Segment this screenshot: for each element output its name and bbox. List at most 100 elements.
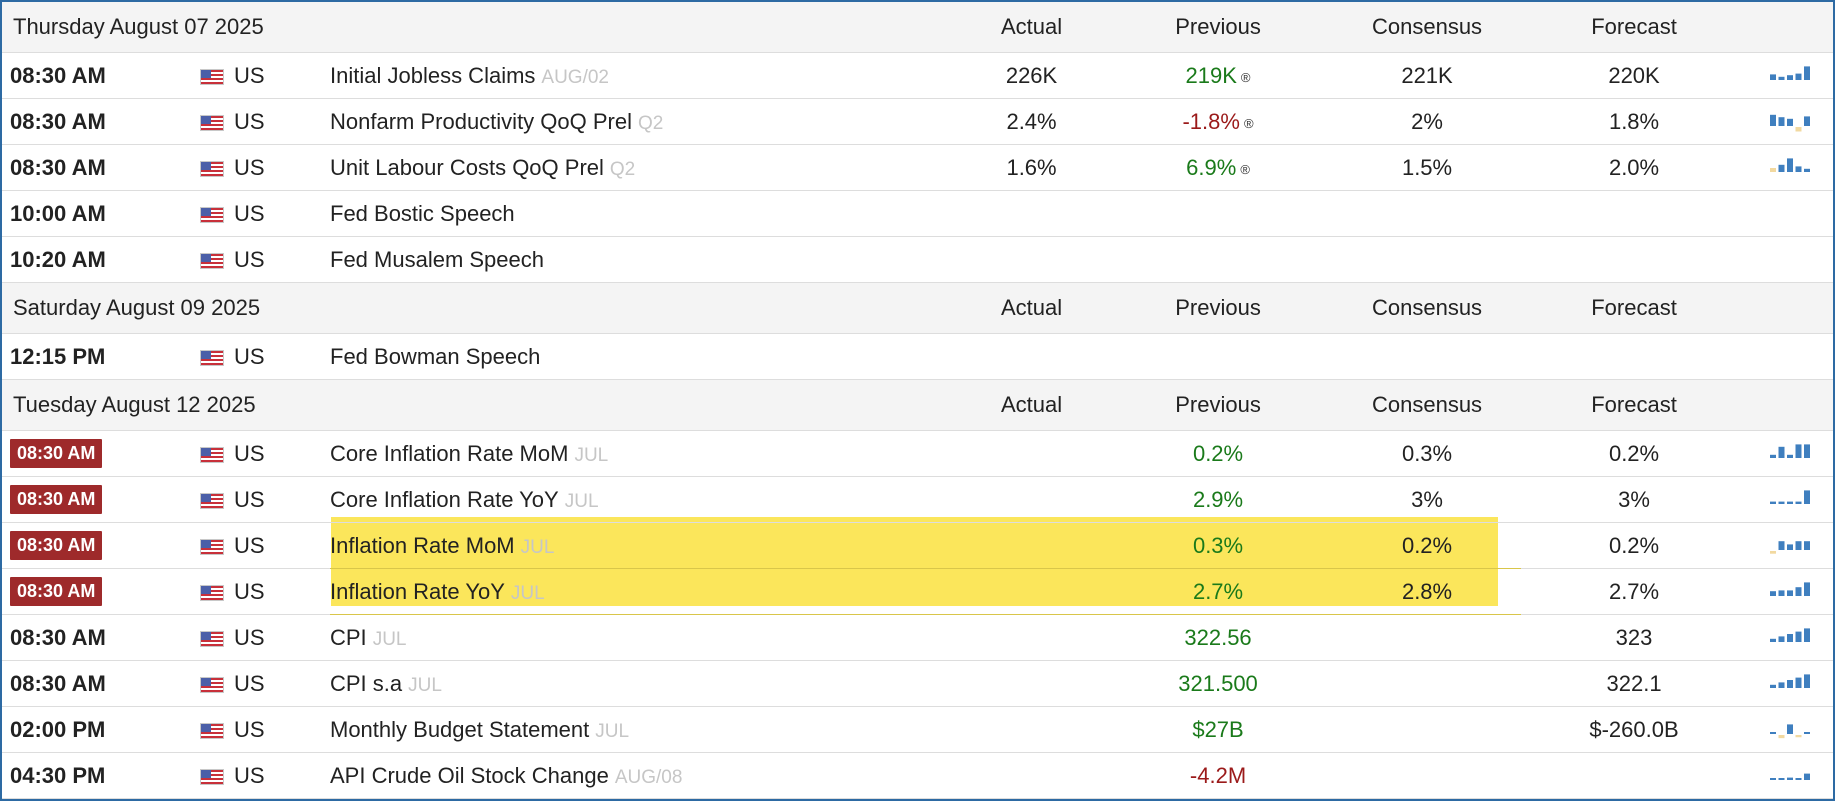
event-name-link[interactable]: API Crude Oil Stock Change	[330, 762, 609, 788]
event-name-link[interactable]: Nonfarm Productivity QoQ Prel	[330, 108, 632, 134]
sparkline-cell[interactable]	[1747, 614, 1833, 661]
event-row[interactable]: 10:00 AM US Fed Bostic Speech	[2, 190, 1833, 237]
sparkline-cell[interactable]	[1747, 568, 1833, 615]
sparkline-bar	[1770, 638, 1777, 643]
event-name-cell[interactable]: CPI s.a JUL	[330, 660, 961, 707]
sparkline-cell[interactable]	[1747, 706, 1833, 753]
country-code: US	[234, 440, 265, 466]
event-name-link[interactable]: Unit Labour Costs QoQ Prel	[330, 154, 604, 180]
event-name-link[interactable]: Core Inflation Rate MoM	[330, 440, 569, 466]
event-name-cell[interactable]: Fed Musalem Speech	[330, 236, 961, 283]
sparkline-cell[interactable]	[1747, 476, 1833, 523]
event-time-cell: 08:30 AM	[2, 660, 200, 707]
sparkline-chart[interactable]	[1768, 487, 1812, 513]
event-name-cell[interactable]: Core Inflation Rate YoY JUL	[330, 476, 961, 523]
sparkline-bar	[1804, 773, 1811, 781]
event-name-cell[interactable]: Monthly Budget Statement JUL	[330, 706, 961, 753]
event-name-cell[interactable]: Inflation Rate MoM JUL	[330, 522, 961, 569]
event-row[interactable]: 12:15 PM US Fed Bowman Speech	[2, 333, 1833, 380]
event-name-cell[interactable]: Fed Bowman Speech	[330, 333, 961, 380]
sparkline-chart[interactable]	[1768, 155, 1812, 181]
event-row[interactable]: 08:30 AM US Core Inflation Rate YoY JUL 2.9%…	[2, 476, 1833, 523]
country-cell: US	[200, 333, 330, 380]
event-row[interactable]: 08:30 AM US Unit Labour Costs QoQ Prel Q2 1.…	[2, 144, 1833, 191]
sparkline-chart[interactable]	[1768, 671, 1812, 697]
sparkline-chart[interactable]	[1768, 441, 1812, 467]
previous-value: $27B	[1192, 716, 1244, 742]
event-name-link[interactable]: Inflation Rate MoM	[330, 532, 515, 558]
event-name-link[interactable]: Fed Bostic Speech	[330, 200, 515, 226]
country-cell: US	[200, 752, 330, 799]
event-row[interactable]: 08:30 AM US CPI s.a JUL 321.500 322.1	[2, 660, 1833, 707]
sparkline-chart[interactable]	[1768, 63, 1812, 89]
actual-value	[960, 190, 1104, 237]
event-row[interactable]: 08:30 AM US Inflation Rate MoM JUL 0.3% 0.2% 0…	[2, 522, 1833, 569]
day-label: Tuesday August 12 2025	[2, 379, 961, 431]
event-name-link[interactable]: Core Inflation Rate YoY	[330, 486, 559, 512]
event-row[interactable]: 08:30 AM US Initial Jobless Claims AUG/02 22…	[2, 52, 1833, 99]
sparkline-chart[interactable]	[1768, 579, 1812, 605]
event-name-cell[interactable]: Unit Labour Costs QoQ Prel Q2	[330, 144, 961, 191]
event-name-link[interactable]: Inflation Rate YoY	[330, 578, 505, 604]
event-reference-period: Q2	[609, 158, 636, 180]
sparkline-cell[interactable]	[1747, 190, 1833, 237]
sparkline-cell[interactable]	[1747, 333, 1833, 380]
event-name-link[interactable]: Fed Musalem Speech	[330, 246, 544, 272]
event-row[interactable]: 08:30 AM US CPI JUL 322.56 323	[2, 614, 1833, 661]
previous-value: -4.2M	[1189, 762, 1247, 788]
event-name-link[interactable]: Monthly Budget Statement	[330, 716, 590, 742]
event-name-link[interactable]: Fed Bowman Speech	[330, 343, 541, 369]
event-reference-period: JUL	[574, 444, 609, 466]
sparkline-chart[interactable]	[1768, 625, 1812, 651]
actual-value: 1.6%	[960, 144, 1104, 191]
sparkline-cell[interactable]	[1747, 752, 1833, 799]
col-header-spark	[1747, 2, 1833, 53]
sparkline-chart[interactable]	[1768, 763, 1812, 789]
sparkline-bar	[1787, 158, 1794, 173]
event-name-link[interactable]: CPI s.a	[330, 670, 403, 696]
event-time-cell: 08:30 AM	[2, 476, 200, 523]
event-row[interactable]: 08:30 AM US Core Inflation Rate MoM JUL 0.2%…	[2, 430, 1833, 477]
actual-value	[960, 614, 1104, 661]
event-name-cell[interactable]: API Crude Oil Stock Change AUG/08	[330, 752, 961, 799]
event-reference-period: JUL	[510, 582, 545, 604]
event-time-cell: 08:30 AM	[2, 144, 200, 191]
event-name-link[interactable]: Initial Jobless Claims	[330, 62, 536, 88]
previous-value: 0.2%	[1192, 440, 1244, 466]
sparkline-cell[interactable]	[1747, 236, 1833, 283]
event-name-cell[interactable]: Initial Jobless Claims AUG/02	[330, 52, 961, 99]
forecast-value: 3%	[1521, 476, 1748, 523]
col-header-forecast: Forecast	[1521, 2, 1748, 53]
sparkline-bar	[1795, 73, 1802, 81]
event-name-cell[interactable]: Fed Bostic Speech	[330, 190, 961, 237]
sparkline-cell[interactable]	[1747, 52, 1833, 99]
sparkline-cell[interactable]	[1747, 660, 1833, 707]
previous-value-cell	[1103, 333, 1334, 380]
event-name-cell[interactable]: Core Inflation Rate MoM JUL	[330, 430, 961, 477]
event-name-cell[interactable]: CPI JUL	[330, 614, 961, 661]
consensus-value: 221K	[1333, 52, 1522, 99]
event-row[interactable]: 10:20 AM US Fed Musalem Speech	[2, 236, 1833, 283]
us-flag-icon	[200, 252, 224, 269]
event-row[interactable]: 04:30 PM US API Crude Oil Stock Change AUG/…	[2, 752, 1833, 799]
event-row[interactable]: 08:30 AM US Inflation Rate YoY JUL 2.7% 2.8% 2…	[2, 568, 1833, 615]
sparkline-bar	[1804, 116, 1811, 127]
event-time: 08:30 AM	[10, 108, 106, 134]
event-row[interactable]: 02:00 PM US Monthly Budget Statement JUL $27…	[2, 706, 1833, 753]
sparkline-cell[interactable]	[1747, 430, 1833, 477]
sparkline-cell[interactable]	[1747, 522, 1833, 569]
sparkline-cell[interactable]	[1747, 144, 1833, 191]
sparkline-chart[interactable]	[1768, 109, 1812, 135]
consensus-value	[1333, 236, 1522, 283]
us-flag-icon	[200, 492, 224, 509]
sparkline-cell[interactable]	[1747, 98, 1833, 145]
us-flag-icon	[200, 349, 224, 366]
event-name-cell[interactable]: Inflation Rate YoY JUL	[330, 568, 961, 615]
sparkline-chart[interactable]	[1768, 533, 1812, 559]
event-row[interactable]: 08:30 AM US Nonfarm Productivity QoQ Prel Q…	[2, 98, 1833, 145]
previous-value-cell: 2.7%	[1103, 568, 1334, 615]
event-name-cell[interactable]: Nonfarm Productivity QoQ Prel Q2	[330, 98, 961, 145]
sparkline-chart[interactable]	[1768, 717, 1812, 743]
event-name-link[interactable]: CPI	[330, 624, 367, 650]
